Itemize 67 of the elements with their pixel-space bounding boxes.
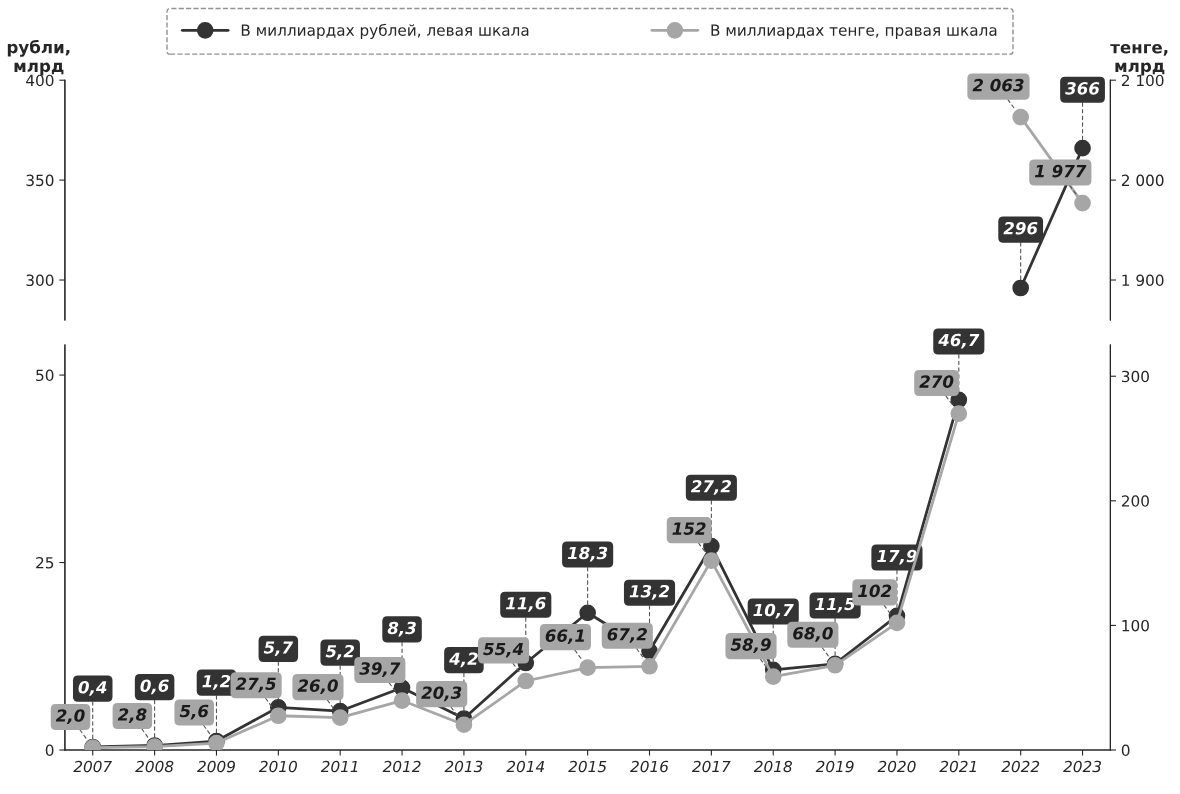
y-tick-label: 300 (26, 274, 54, 287)
x-tick-label: 2010 (258, 760, 297, 773)
y2-tick-label: 2 000 (1121, 174, 1164, 187)
x-tick-label: 2017 (691, 760, 731, 773)
data-label: 2,0 (55, 709, 85, 724)
data-label: 366 (1065, 82, 1100, 95)
y2-tick-label: 100 (1122, 619, 1149, 632)
legend-label: В миллиардах рублей, левая шкала (241, 23, 529, 39)
data-label: 27,2 (690, 479, 731, 495)
data-label: 46,7 (938, 333, 980, 349)
data-label: 66,1 (545, 629, 585, 645)
y-tick-label: 50 (36, 369, 54, 382)
x-tick-label: 2023 (1063, 760, 1101, 773)
data-label: 5,2 (325, 644, 355, 660)
y-tick-label: 350 (26, 174, 54, 187)
y2-tick-label: 2 100 (1121, 74, 1164, 87)
y2-tick-label: 200 (1121, 495, 1149, 507)
legend-label: В миллиардах тенге, правая шкала (711, 24, 997, 39)
data-label: 1,2 (202, 674, 231, 690)
y2-tick-label: 300 (1121, 370, 1149, 383)
x-tick-label: 2012 (382, 760, 421, 773)
x-tick-label: 2016 (630, 760, 669, 773)
data-label: 4,2 (449, 652, 478, 668)
x-tick-label: 2018 (753, 760, 792, 773)
y-tick-label: 25 (36, 557, 54, 569)
x-tick-label: 2007 (73, 760, 113, 773)
y2-tick-label: 1 900 (1122, 274, 1164, 287)
data-label: 0,4 (78, 680, 107, 696)
x-tick-label: 2013 (444, 760, 483, 773)
data-label: 13,2 (629, 584, 670, 600)
data-label: 10,7 (753, 603, 794, 619)
data-label: 11,6 (505, 596, 546, 612)
y2-tick-label: 0 (1121, 744, 1130, 757)
data-label: 2,8 (117, 708, 147, 723)
x-tick-label: 2015 (568, 760, 607, 773)
data-label: 67,2 (607, 627, 647, 643)
x-tick-label: 2020 (877, 760, 916, 773)
data-label: 27,5 (235, 677, 276, 693)
x-tick-label: 2011 (320, 760, 358, 773)
x-tick-label: 2009 (197, 760, 235, 773)
data-label: 58,9 (730, 638, 771, 654)
data-label: 102 (858, 584, 892, 598)
data-label: 5,7 (263, 641, 294, 656)
x-tick-label: 2022 (1001, 760, 1040, 773)
data-label: 0,6 (140, 679, 169, 695)
data-label: 2 063 (972, 78, 1024, 92)
data-label: 296 (1003, 221, 1038, 235)
y-axis-title: рубли, млрд (7, 39, 70, 76)
y2-axis-title: тенге, млрд (1110, 43, 1168, 76)
y-tick-label: 0 (45, 744, 54, 757)
data-label: 39,7 (359, 662, 401, 677)
data-label: 1 977 (1034, 164, 1087, 178)
x-tick-label: 2021 (939, 760, 976, 773)
data-label: 8,3 (387, 621, 416, 637)
data-label: 5,6 (179, 704, 209, 720)
x-tick-label: 2019 (815, 760, 854, 773)
data-label: 18,3 (567, 546, 608, 562)
y-tick-label: 400 (26, 74, 54, 87)
x-tick-label: 2014 (506, 760, 545, 773)
x-tick-label: 2008 (135, 760, 174, 773)
data-label: 20,3 (421, 686, 462, 702)
data-label: 270 (919, 375, 954, 388)
data-label: 68,0 (793, 626, 833, 642)
data-label: 11,5 (815, 597, 855, 613)
data-label: 55,4 (483, 642, 524, 658)
data-label: 152 (672, 522, 706, 535)
data-label: 26,0 (297, 679, 338, 695)
